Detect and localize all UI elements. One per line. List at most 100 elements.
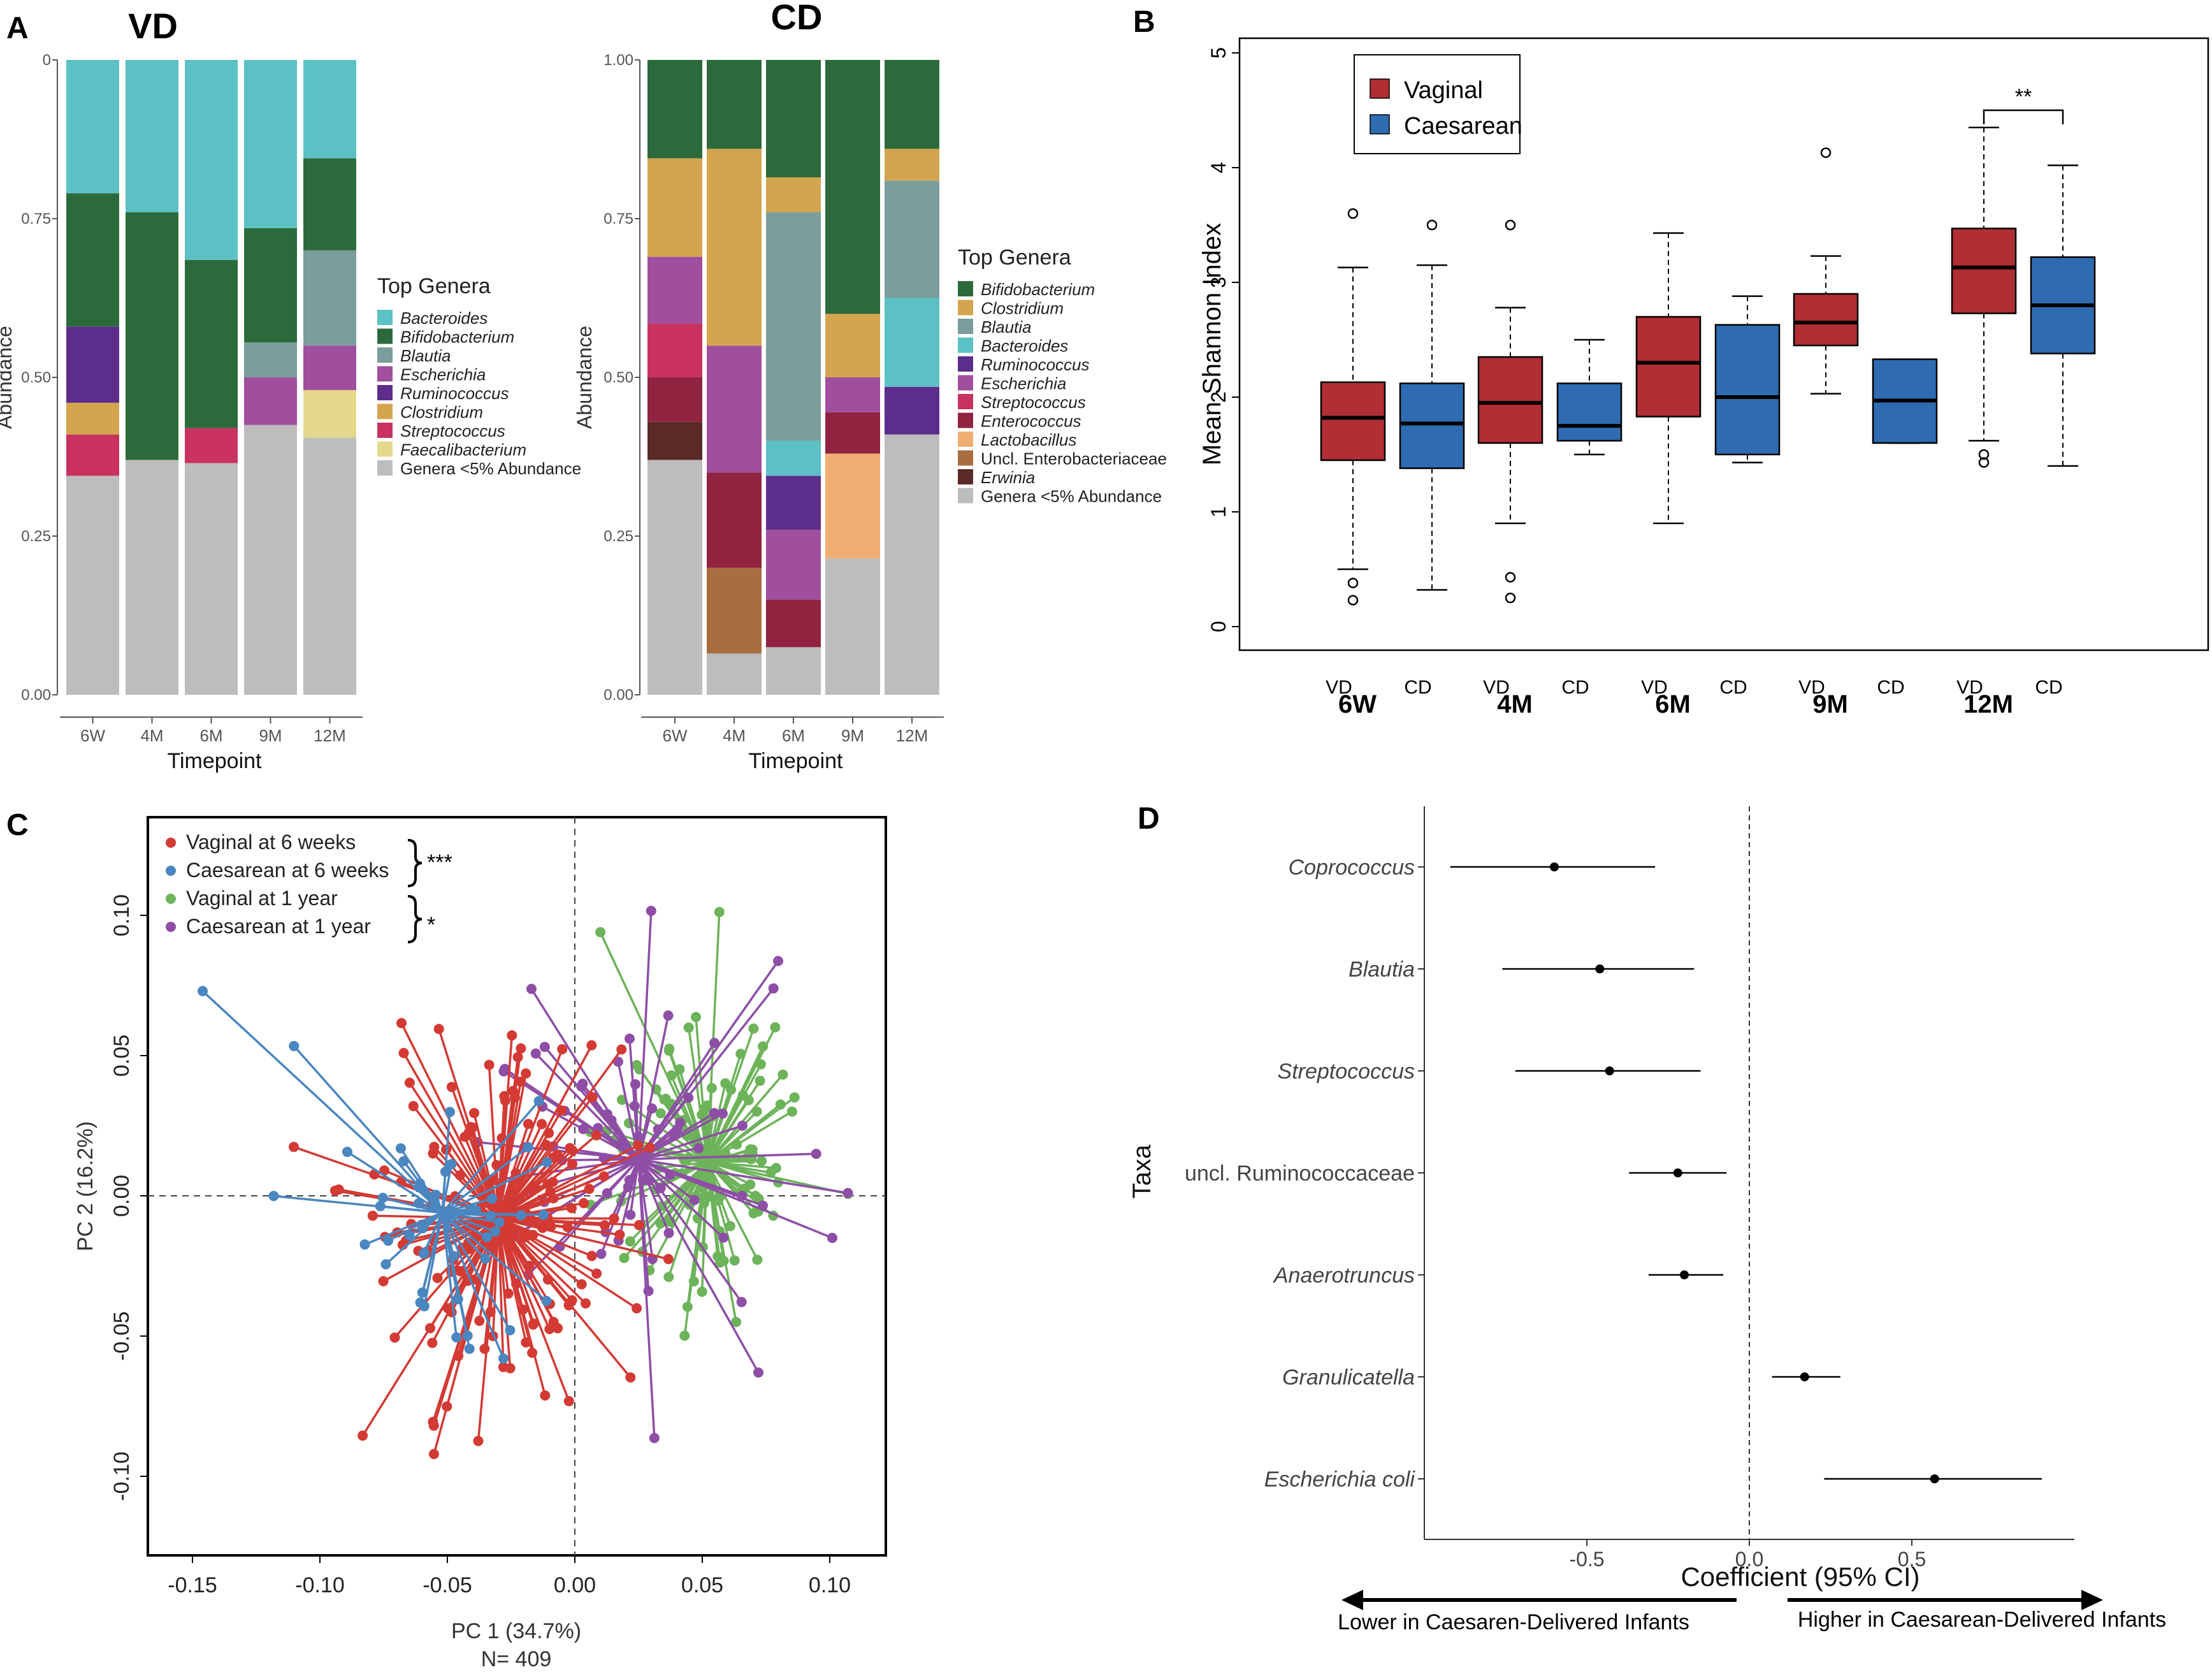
- data-point: [635, 1159, 646, 1170]
- panel-label-d: D: [1138, 802, 1160, 836]
- bar-segment-blautia: [303, 250, 356, 346]
- data-point: [702, 1145, 713, 1156]
- legend-item: Bacteroides: [400, 309, 488, 328]
- bar-segment-escherichia: [647, 256, 702, 324]
- legend-item: Bifidobacterium: [400, 328, 514, 347]
- data-point: [775, 1099, 786, 1110]
- legend-item: Streptococcus: [981, 393, 1086, 412]
- spider-line: [706, 1028, 755, 1163]
- bar-segment-bacteroides: [885, 298, 939, 387]
- data-point: [647, 1103, 658, 1114]
- data-point: [463, 1128, 474, 1138]
- data-point: [748, 1023, 759, 1034]
- data-point: [511, 1279, 522, 1290]
- spider-line: [637, 910, 653, 1159]
- data-point: [289, 1041, 300, 1052]
- spider-line: [382, 1196, 443, 1214]
- outlier-point: [1505, 219, 1516, 231]
- legend-swatch: [958, 319, 973, 334]
- data-point: [505, 1325, 516, 1335]
- spider-line: [442, 1161, 547, 1214]
- outlier-point: [1505, 592, 1516, 604]
- x-tick-label: 9M: [841, 726, 864, 745]
- bar-segment-enterococcus: [707, 472, 762, 568]
- data-point: [481, 1232, 492, 1242]
- data-point: [433, 1024, 444, 1035]
- y-tick-label: 1.00: [604, 52, 633, 69]
- data-point: [704, 1191, 715, 1202]
- data-point: [632, 1303, 642, 1314]
- data-point: [479, 1343, 490, 1354]
- x-tick-label: 6M: [782, 726, 805, 745]
- data-point: [527, 1215, 538, 1226]
- data-point: [523, 1119, 533, 1130]
- data-point: [523, 1142, 533, 1152]
- data-point: [751, 1106, 762, 1117]
- data-point: [541, 1140, 552, 1151]
- data-point: [491, 1159, 502, 1170]
- y-axis-title: Abundance: [573, 326, 596, 429]
- data-point: [614, 1229, 625, 1240]
- legend-item: Ruminococcus: [400, 384, 509, 403]
- data-point: [709, 1038, 720, 1049]
- spider-line: [441, 1212, 505, 1359]
- data-point: [378, 1276, 389, 1287]
- data-point: [697, 1286, 707, 1297]
- x-tick-label: 6W: [663, 726, 688, 745]
- bar-segment-other: [885, 434, 939, 695]
- data-point: [342, 1147, 352, 1158]
- spider-line: [637, 1158, 725, 1239]
- data-point: [398, 1156, 409, 1167]
- data-point: [755, 1059, 766, 1070]
- data-point: [404, 1230, 415, 1241]
- y-tick-label: 0.10: [110, 894, 134, 936]
- panel-label-c: C: [6, 808, 29, 842]
- estimate-point: [1550, 862, 1559, 871]
- x-axis-title: PC 1 (34.7%): [451, 1619, 581, 1643]
- bar-segment-escherichia: [707, 345, 762, 473]
- box-6m-vd: [1635, 316, 1702, 418]
- spider-line: [441, 1212, 486, 1260]
- bar-segment-bifidobacterium: [647, 60, 702, 159]
- data-point: [646, 906, 656, 917]
- data-point: [737, 1190, 748, 1201]
- data-point: [396, 1018, 407, 1029]
- y-tick-label: 1: [1207, 506, 1230, 518]
- data-point: [380, 1259, 391, 1270]
- data-point: [528, 1230, 539, 1240]
- data-point: [649, 1432, 660, 1443]
- data-point: [625, 1236, 635, 1247]
- data-point: [507, 1030, 517, 1041]
- y-tick-label: 0: [43, 52, 51, 69]
- bar-segment-clostridium: [766, 177, 821, 213]
- outlier-point: [1978, 449, 1990, 460]
- chart-title: CD: [771, 0, 823, 37]
- data-point: [395, 1143, 406, 1154]
- spider-line: [641, 1161, 709, 1253]
- bar-segment-bacteroides: [244, 60, 297, 228]
- plot-frame: [1238, 37, 2209, 651]
- data-point: [198, 985, 208, 996]
- data-point: [454, 1266, 465, 1277]
- y-tick-label: 0.75: [21, 210, 51, 228]
- x-group-label: 12M: [1963, 690, 2013, 718]
- data-point: [679, 1330, 690, 1341]
- data-point: [718, 1232, 729, 1243]
- estimate-point: [1680, 1270, 1689, 1279]
- legend-item: Blautia: [400, 346, 451, 365]
- spider-line: [706, 1103, 781, 1163]
- spider-line: [441, 1212, 458, 1338]
- data-point: [717, 1109, 728, 1119]
- spider-line: [604, 1156, 639, 1161]
- data-point: [714, 906, 725, 917]
- data-point: [623, 1182, 633, 1193]
- x-tick-label: 0.10: [809, 1573, 851, 1597]
- outlier-point: [1978, 457, 1990, 468]
- panel-label-a: A: [6, 11, 29, 45]
- data-point: [494, 1217, 505, 1228]
- significance-label: ***: [427, 850, 452, 875]
- spider-line: [637, 1158, 695, 1202]
- box-6m-cd: [1714, 324, 1781, 456]
- x-group-label: 6W: [1338, 690, 1377, 718]
